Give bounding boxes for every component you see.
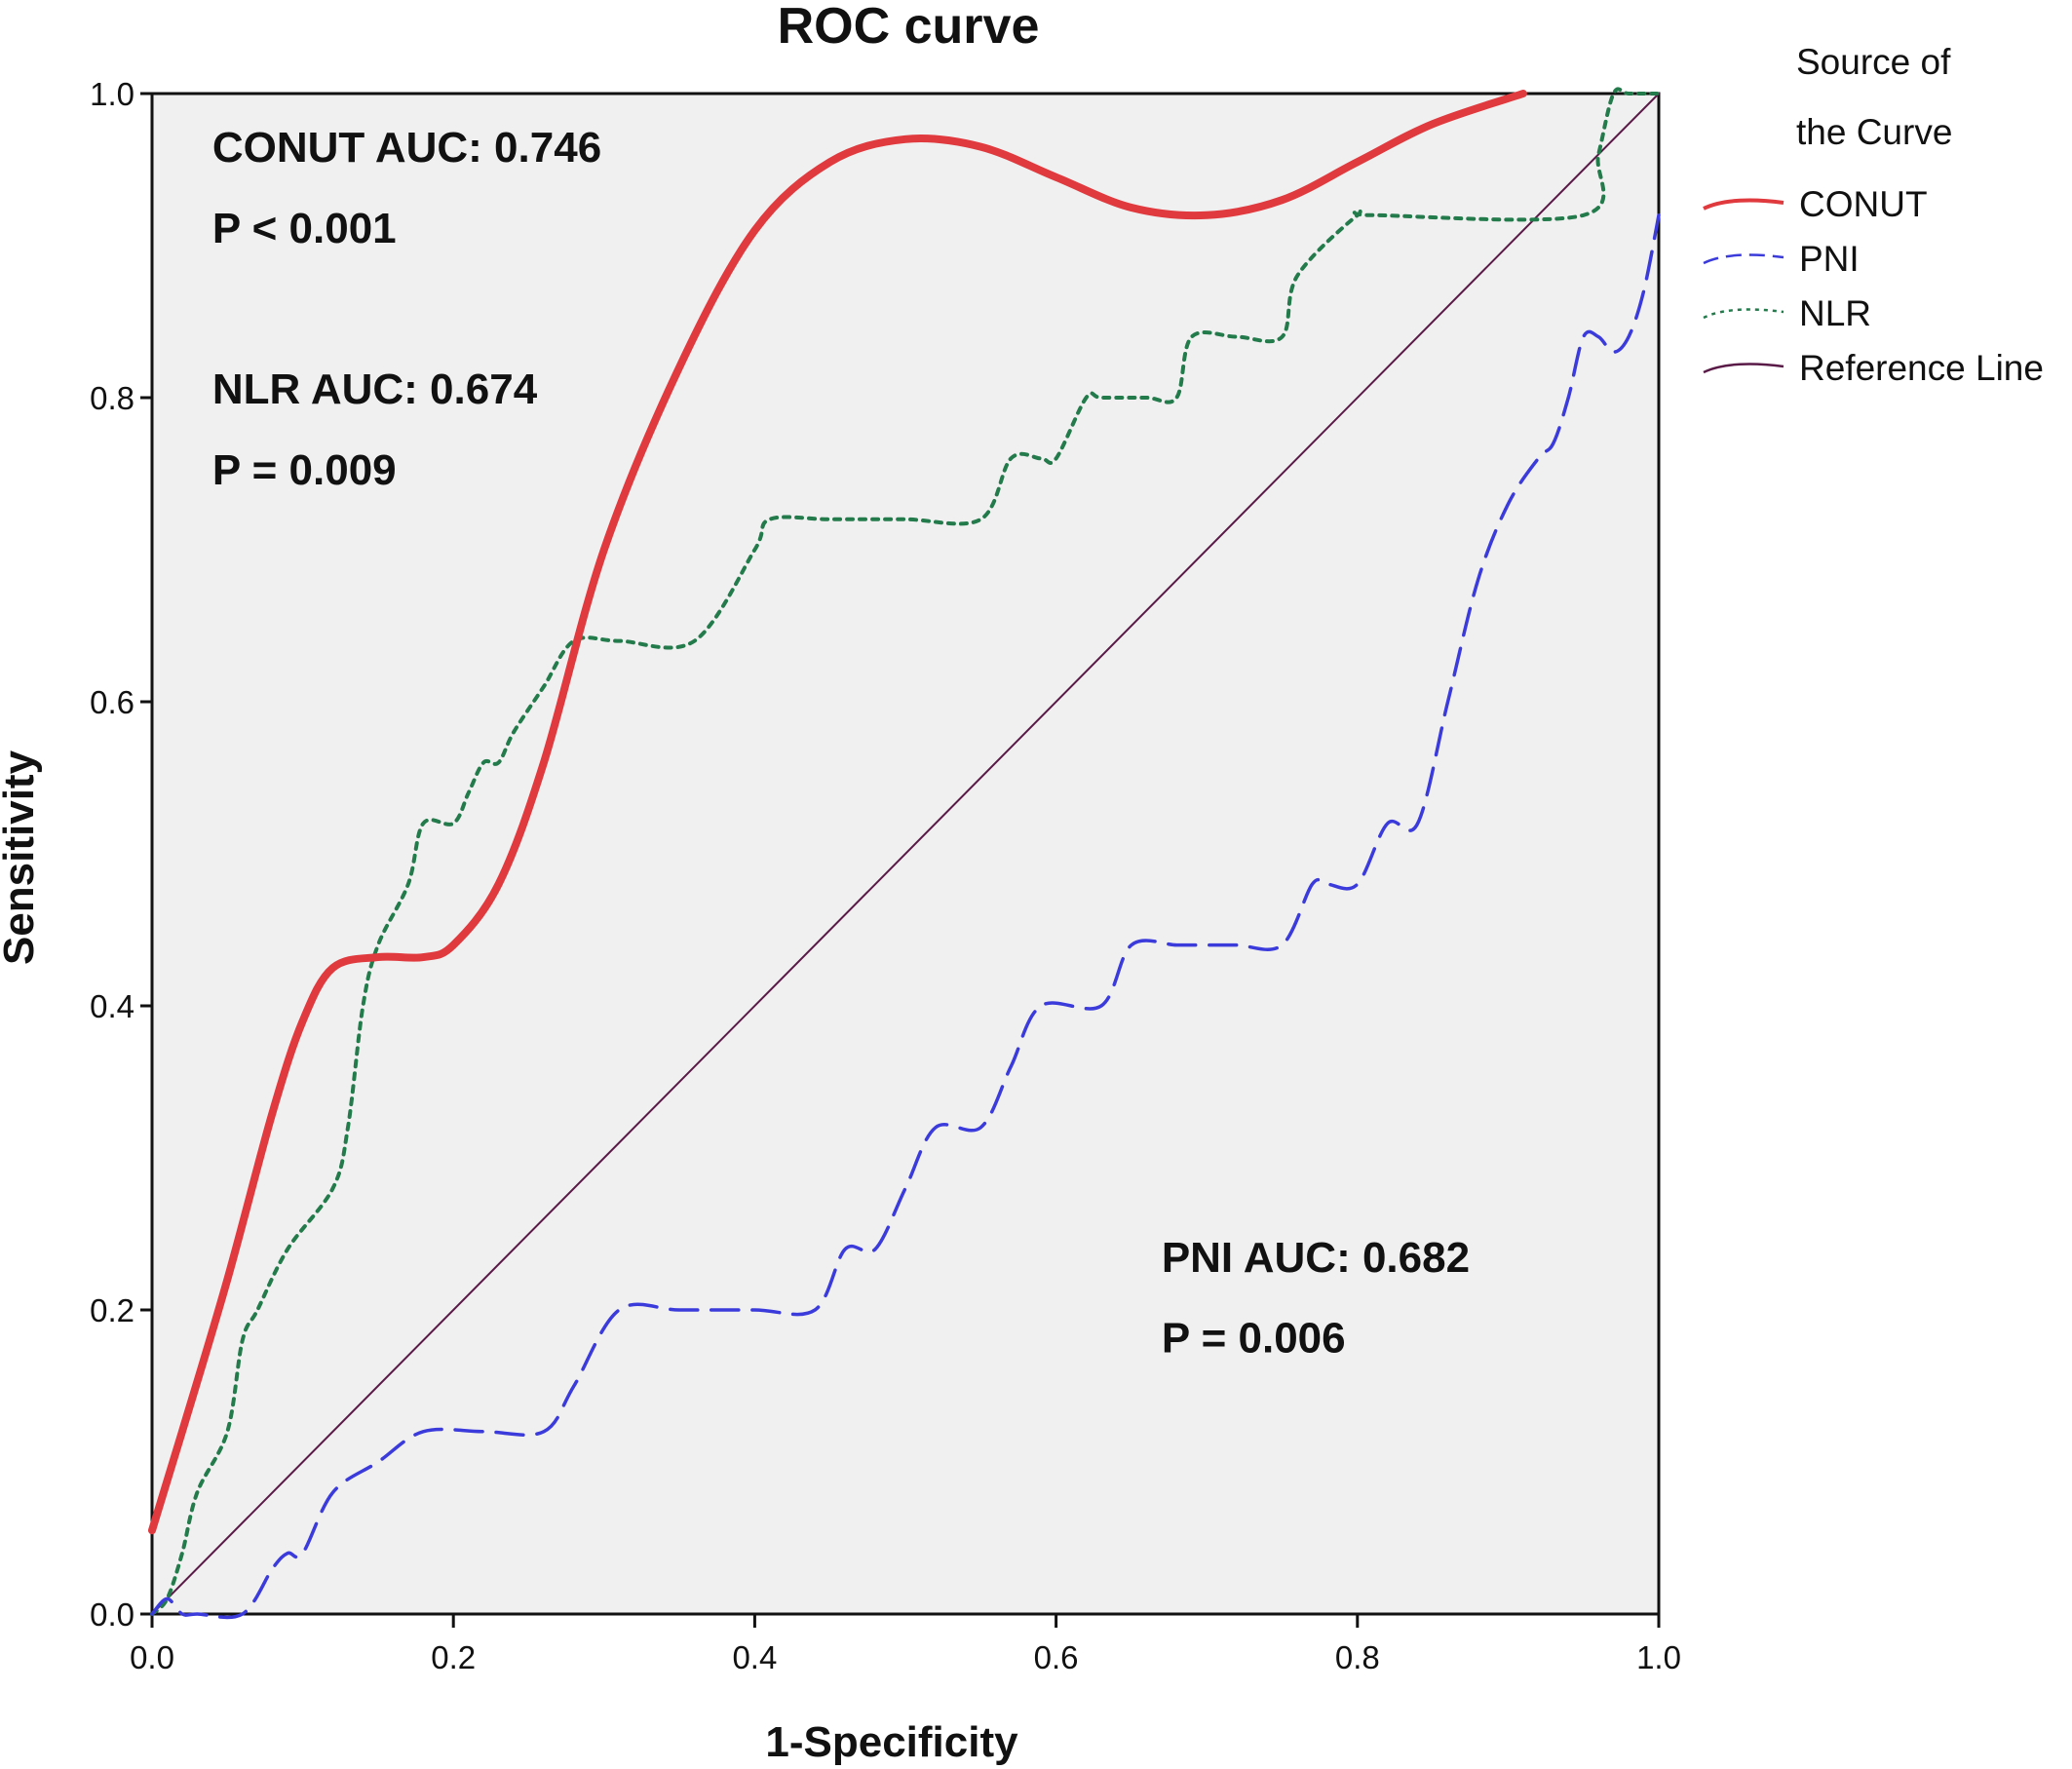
y-axis-ticks: 0.0 0.2 0.4 0.6 0.8 1.0 <box>90 76 152 1633</box>
x-axis-label: 1-Specificity <box>765 1718 1018 1766</box>
legend-swatch-conut <box>1703 198 1784 211</box>
legend-item-nlr: NLR <box>1703 293 1871 333</box>
x-tick-label: 0.0 <box>130 1639 174 1675</box>
series-line-conut <box>148 90 1527 1535</box>
series-layer <box>148 87 1661 1620</box>
legend-swatch-reference-line <box>1703 363 1784 374</box>
x-tick-label: 0.6 <box>1034 1639 1079 1675</box>
y-tick-label: 0.4 <box>90 988 134 1024</box>
legend-item-conut: CONUT <box>1703 184 1928 224</box>
legend-entries: CONUT PNI NLR Reference Line <box>1703 184 2044 388</box>
legend-title-line-2: the Curve <box>1796 112 1952 152</box>
series-line-pni <box>150 213 1661 1620</box>
legend-label-pni: PNI <box>1799 239 1860 279</box>
legend-swatch-pni <box>1703 253 1784 265</box>
y-tick-label: 0.0 <box>90 1596 134 1633</box>
y-tick-label: 0.2 <box>90 1292 134 1328</box>
legend-item-pni: PNI <box>1703 239 1860 279</box>
y-tick-label: 1.0 <box>90 76 134 112</box>
x-tick-label: 1.0 <box>1636 1639 1681 1675</box>
x-tick-label: 0.4 <box>732 1639 777 1675</box>
legend-label-nlr: NLR <box>1799 293 1871 333</box>
y-axis-label: Sensitivity <box>0 750 43 965</box>
x-tick-label: 0.8 <box>1335 1639 1380 1675</box>
legend-item-reference-line: Reference Line <box>1703 348 2044 388</box>
series-line-reference-line <box>151 93 1660 1615</box>
legend-label-conut: CONUT <box>1799 184 1928 224</box>
annotation-4: P = 0.009 <box>212 446 397 494</box>
y-tick-label: 0.8 <box>90 380 134 416</box>
y-tick-label: 0.6 <box>90 684 134 720</box>
legend-title-line-1: Source of <box>1796 42 1951 82</box>
legend: Source of the Curve CONUT PNI NLR Reference… <box>1703 42 2044 388</box>
annotations: CONUT AUC: 0.746 P < 0.001 NLR AUC: 0.674 P… <box>212 124 1470 1362</box>
annotation-3: NLR AUC: 0.674 <box>212 365 538 413</box>
annotation-1: CONUT AUC: 0.746 <box>212 124 601 172</box>
x-axis-ticks: 0.0 0.2 0.4 0.6 0.8 1.0 <box>130 1614 1681 1675</box>
annotation-6: P = 0.006 <box>1162 1315 1346 1363</box>
x-tick-label: 0.2 <box>431 1639 476 1675</box>
annotation-2: P < 0.001 <box>212 205 397 252</box>
chart-title: ROC curve <box>778 0 1040 55</box>
legend-swatch-nlr <box>1703 308 1784 320</box>
legend-label-reference-line: Reference Line <box>1799 348 2044 388</box>
annotation-5: PNI AUC: 0.682 <box>1162 1234 1470 1282</box>
series-line-nlr <box>150 87 1661 1616</box>
